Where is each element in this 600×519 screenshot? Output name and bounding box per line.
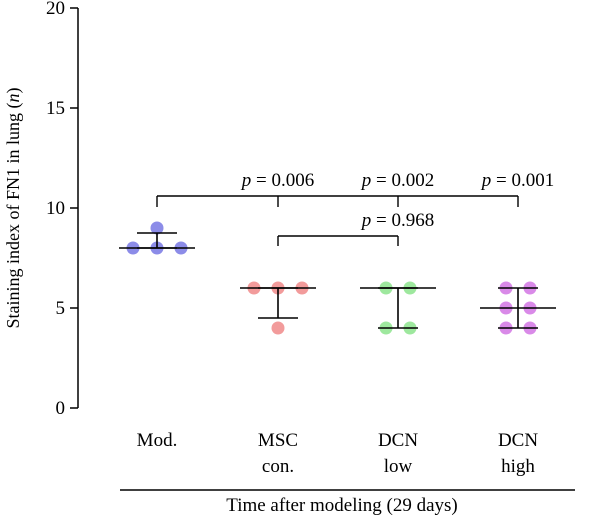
y-tick-label: 20	[46, 0, 65, 19]
x-category-label: DCN	[378, 430, 418, 451]
data-point	[150, 221, 164, 235]
data-point	[271, 321, 285, 335]
x-group-title: Time after modeling (29 days)	[226, 495, 457, 516]
x-category-label: low	[384, 456, 413, 477]
x-category-label: DCN	[498, 430, 538, 451]
y-tick-label: 0	[56, 398, 66, 419]
y-tick-label: 5	[56, 298, 66, 319]
p-value-label: p = 0.001	[480, 170, 554, 191]
x-category-label: high	[501, 456, 535, 477]
p-value-label: p = 0.006	[240, 170, 314, 191]
x-category-label: Mod.	[137, 430, 178, 451]
axes	[70, 7, 575, 491]
chart-labels: 0 5 10 15 20 Staining index of FN1 in lung (n…	[3, 0, 554, 516]
y-axis-title: Staining index of FN1 in lung (n)	[3, 88, 24, 329]
chart-marks	[119, 195, 556, 335]
x-category-label: MSC	[258, 430, 298, 451]
p-value-label: p = 0.002	[360, 170, 434, 191]
x-category-label: con.	[262, 456, 294, 477]
p-value-label: p = 0.968	[360, 210, 434, 231]
y-tick-label: 15	[46, 98, 65, 119]
y-tick-label: 10	[46, 198, 65, 219]
